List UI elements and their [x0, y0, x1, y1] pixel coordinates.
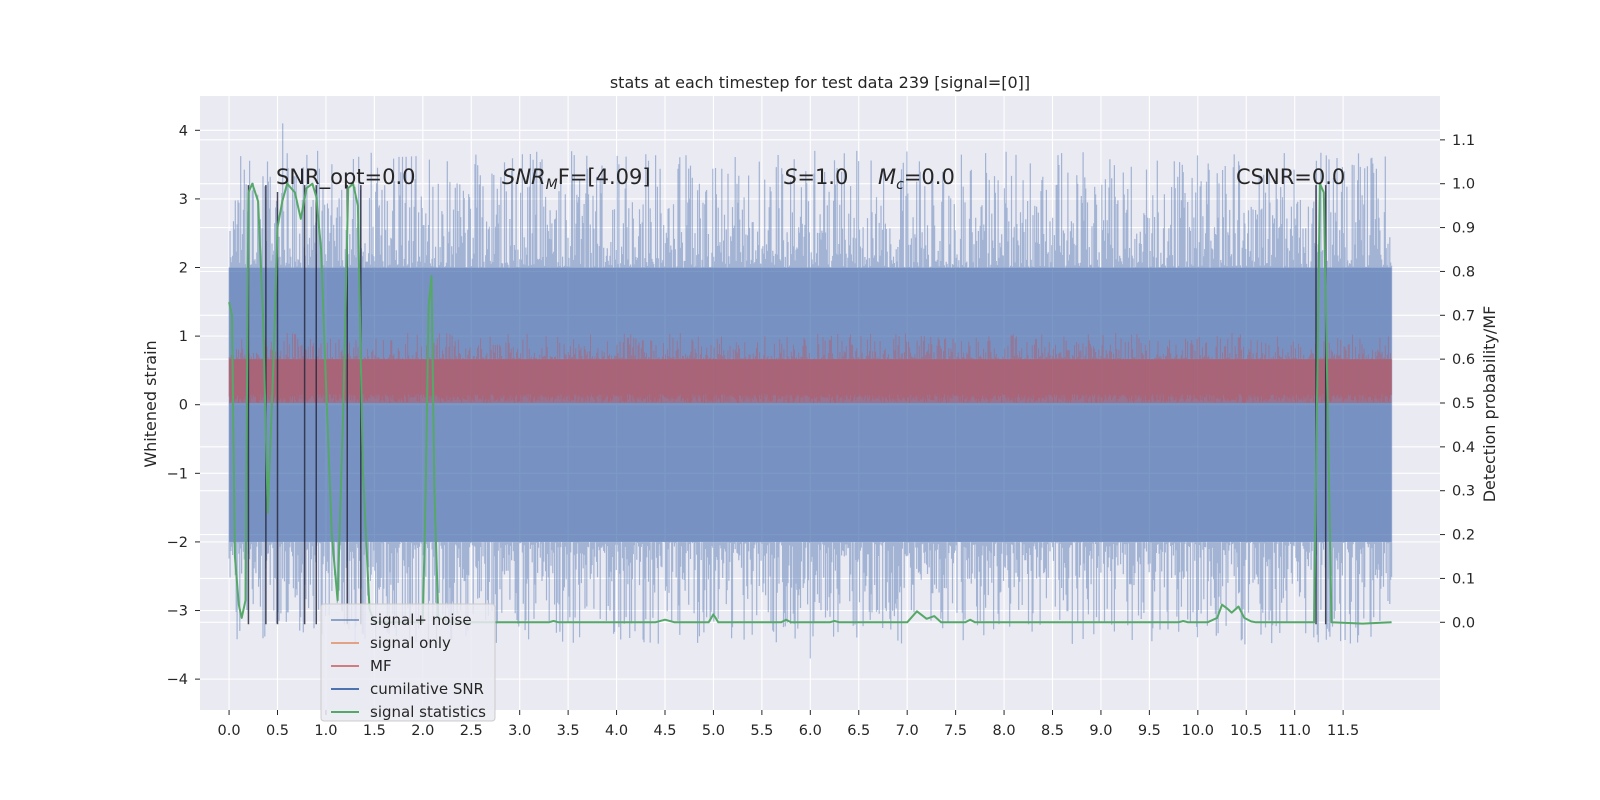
legend-box	[320, 603, 496, 722]
y2-tick-label: 0.4	[1452, 440, 1475, 456]
signal-statistics-line	[228, 182, 1392, 625]
y2-axis-ticks: 1.1 1.0 0.9 0.8 0.7 0.6 0.5 0.4 0.3 0.2 0.1 0.0	[1440, 133, 1475, 631]
y-axis-label: Whitened strain	[141, 340, 160, 467]
mf-band	[229, 359, 1392, 403]
annotation-snr-opt: SNR_opt=0.0	[276, 165, 416, 190]
chart-title: stats at each timestep for test data 239…	[610, 73, 1030, 92]
y2-tick-label: 0.0	[1452, 615, 1475, 631]
signal-statistics-series	[228, 182, 1392, 625]
x-tick-label: 10.5	[1230, 723, 1262, 739]
y2-tick-label: 0.6	[1452, 352, 1475, 368]
y2-axis-label: Detection probability/MF	[1480, 306, 1499, 503]
y-tick-label: 3	[179, 192, 188, 208]
legend-label: signal statistics	[370, 703, 486, 721]
y-tick-label: 2	[179, 261, 188, 277]
x-tick-label: 7.5	[944, 723, 967, 739]
y2-tick-label: 0.1	[1452, 571, 1475, 587]
legend-label: signal only	[370, 634, 451, 652]
signal-noise-series	[228, 123, 1393, 659]
y2-tick-label: 0.9	[1452, 221, 1475, 237]
x-tick-label: 5.5	[750, 723, 773, 739]
x-tick-label: 9.0	[1089, 723, 1112, 739]
legend: signal+ noise signal only MF cumilative SNR…	[320, 603, 496, 722]
x-tick-label: 7.0	[896, 723, 919, 739]
strain-spikes	[228, 123, 1393, 659]
y-tick-label: 0	[179, 398, 188, 414]
x-tick-label: 8.5	[1041, 723, 1064, 739]
y-tick-label: −1	[167, 466, 188, 482]
y-axis-ticks: 4 3 2 1 0 −1 −2 −3 −4	[167, 123, 200, 688]
x-tick-label: 9.5	[1138, 723, 1161, 739]
x-tick-label: 11.0	[1279, 723, 1311, 739]
y-tick-label: −3	[167, 604, 188, 620]
x-tick-label: 4.5	[653, 723, 676, 739]
mf-spikes	[228, 332, 1393, 403]
mf-series	[228, 332, 1393, 403]
x-tick-label: 8.0	[993, 723, 1016, 739]
y-tick-label: −2	[167, 535, 188, 551]
y2-tick-label: 0.2	[1452, 528, 1475, 544]
x-tick-label: 11.5	[1327, 723, 1359, 739]
x-tick-label: 2.0	[411, 723, 434, 739]
x-axis-ticks: 0.0 0.5 1.0 1.5 2.0 2.5 3.0 3.5 4.0 4.5 5.0 5.5 6.0 6…	[218, 710, 1359, 739]
y2-tick-label: 0.3	[1452, 484, 1475, 500]
x-tick-label: 6.0	[799, 723, 822, 739]
x-tick-label: 5.0	[702, 723, 725, 739]
y-tick-label: 1	[179, 329, 188, 345]
x-tick-label: 3.5	[557, 723, 580, 739]
x-tick-label: 6.5	[847, 723, 870, 739]
legend-label: MF	[370, 657, 392, 675]
x-tick-label: 4.0	[605, 723, 628, 739]
y2-tick-label: 0.5	[1452, 396, 1475, 412]
annotation-s: S=1.0	[784, 165, 848, 189]
y2-tick-label: 1.1	[1452, 133, 1475, 149]
x-tick-label: 2.5	[460, 723, 483, 739]
x-tick-label: 10.0	[1182, 723, 1214, 739]
annotation-mc: Mc=0.0	[878, 165, 955, 193]
annotation-snr-mf: SNRMF=[4.09]	[502, 165, 651, 193]
legend-label: signal+ noise	[370, 611, 472, 629]
y2-tick-label: 1.0	[1452, 177, 1475, 193]
x-tick-label: 0.0	[218, 723, 241, 739]
annotation-csnr: CSNR=0.0	[1236, 165, 1345, 189]
x-tick-label: 0.5	[266, 723, 289, 739]
strain-band	[229, 267, 1392, 542]
y2-tick-label: 0.8	[1452, 264, 1475, 280]
y-tick-label: 4	[179, 123, 188, 139]
y-tick-label: −4	[167, 672, 188, 688]
x-tick-label: 1.0	[314, 723, 337, 739]
legend-label: cumilative SNR	[370, 680, 484, 698]
x-tick-label: 1.5	[363, 723, 386, 739]
x-tick-label: 3.0	[508, 723, 531, 739]
y2-tick-label: 0.7	[1452, 308, 1475, 324]
